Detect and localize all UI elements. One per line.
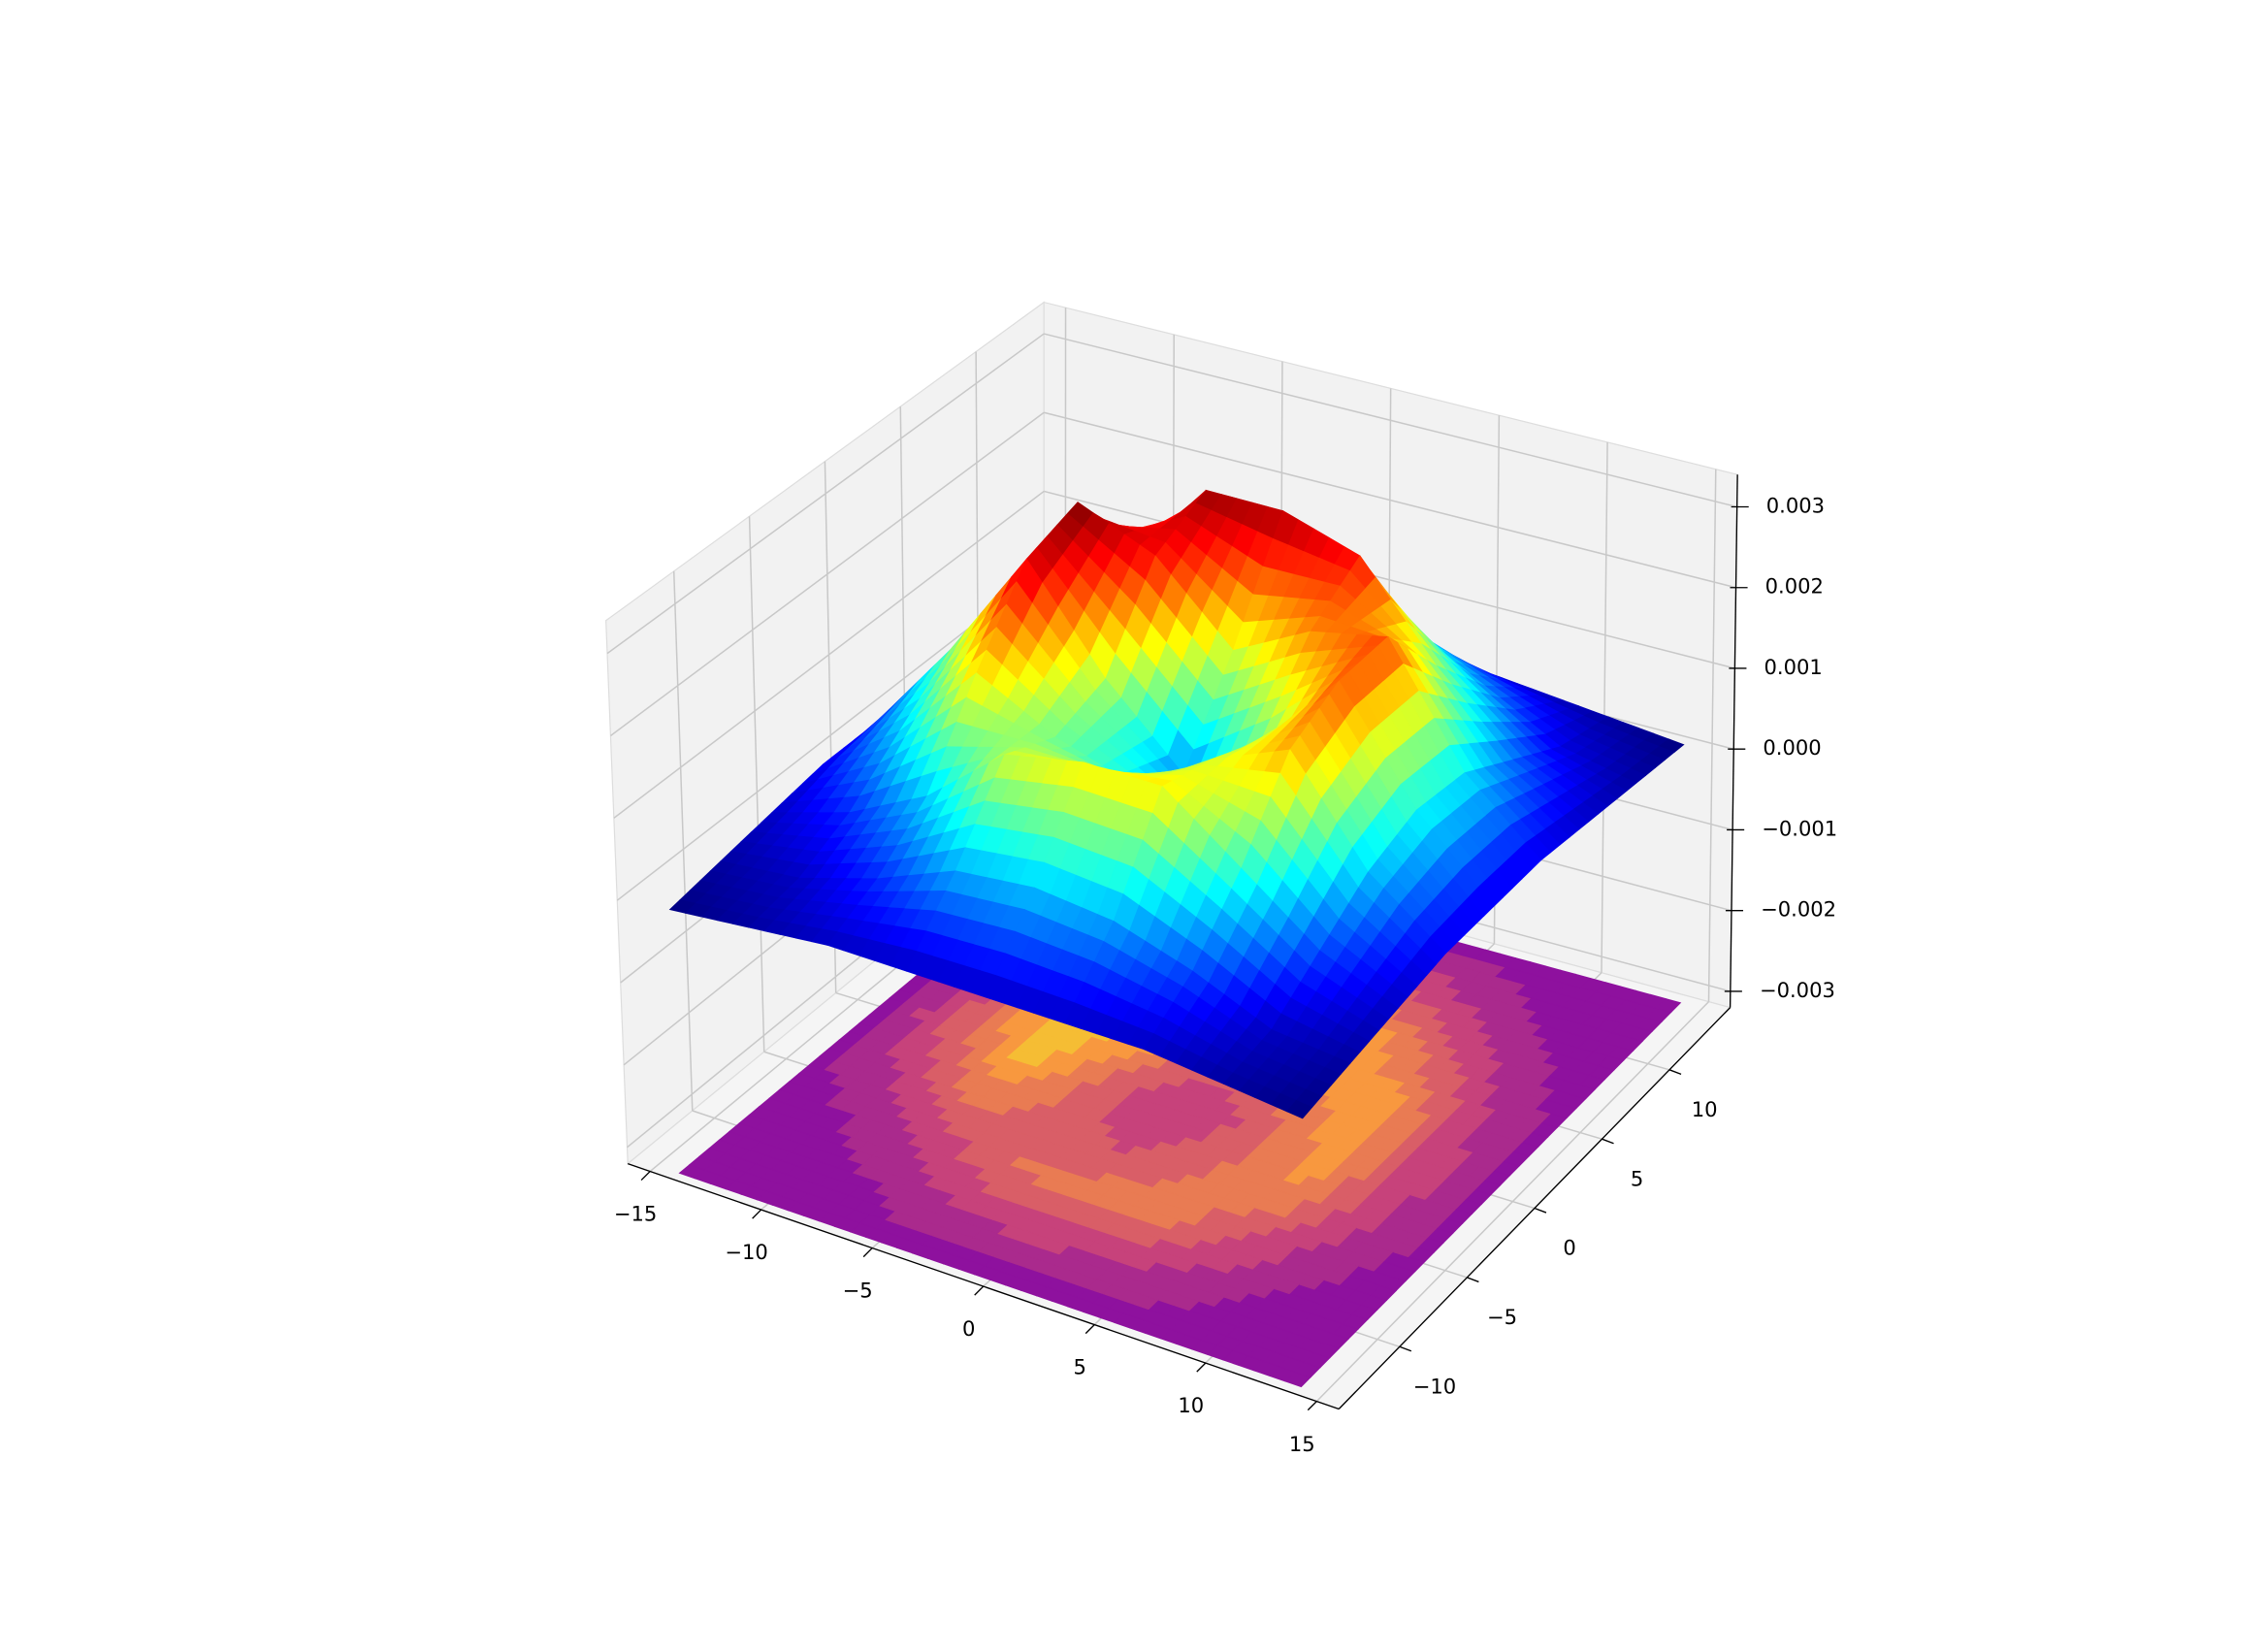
x-tick [752, 1209, 762, 1219]
x-tick-label: 5 [1074, 1355, 1086, 1379]
x-tick [640, 1171, 651, 1182]
x-tick-label: 0 [962, 1316, 975, 1341]
z-tick-label: −0.001 [1762, 816, 1837, 840]
x-tick [1196, 1362, 1207, 1373]
z-tick-label: 0.003 [1766, 494, 1825, 518]
grid-line [609, 411, 1045, 737]
z-tick-label: 0.000 [1763, 735, 1821, 760]
x-tick-label: −5 [843, 1279, 873, 1303]
z-tick-label: −0.003 [1760, 978, 1835, 1002]
z-tick-label: −0.002 [1761, 897, 1836, 922]
y-tick [1467, 1277, 1479, 1283]
x-tick-label: −15 [614, 1202, 657, 1226]
z-tick-label: 0.002 [1765, 574, 1824, 599]
x-tick-label: 10 [1178, 1393, 1204, 1417]
x-tick [862, 1247, 873, 1258]
x-tick [1307, 1401, 1317, 1411]
grid-line [1043, 490, 1735, 669]
x-tick [1084, 1324, 1095, 1335]
y-tick-label: −10 [1413, 1374, 1456, 1398]
grid-line [1707, 469, 1717, 1002]
x-tick-label: 15 [1289, 1432, 1315, 1456]
y-tick-label: −5 [1487, 1305, 1517, 1329]
y-tick-label: 0 [1563, 1236, 1575, 1260]
grid-line [1044, 411, 1736, 589]
axes: −15 −10 −5 0 5 10 15 −10 −5 0 5 10 −0.003 −0.002 −0.00… [614, 474, 1837, 1456]
y-tick [1399, 1345, 1412, 1352]
x-tick-label: −10 [725, 1240, 767, 1264]
grid-line [1044, 333, 1737, 508]
y-tick [1668, 1069, 1682, 1075]
axis-line [1729, 474, 1738, 1008]
y-tick [1534, 1207, 1547, 1214]
x-tick [974, 1285, 985, 1296]
y-tick-label: 10 [1692, 1097, 1718, 1121]
grid-line [613, 490, 1045, 819]
grid-line [606, 333, 1045, 655]
z-tick-label: 0.001 [1764, 655, 1823, 679]
y-tick-label: 5 [1631, 1166, 1643, 1190]
y-tick [1602, 1138, 1614, 1145]
grid-line [748, 516, 765, 1053]
surface-cell [1285, 1099, 1313, 1119]
contour-cell [1655, 998, 1682, 1014]
grid-line [672, 570, 694, 1112]
grid-line [1601, 441, 1608, 973]
surface [668, 489, 1685, 1119]
